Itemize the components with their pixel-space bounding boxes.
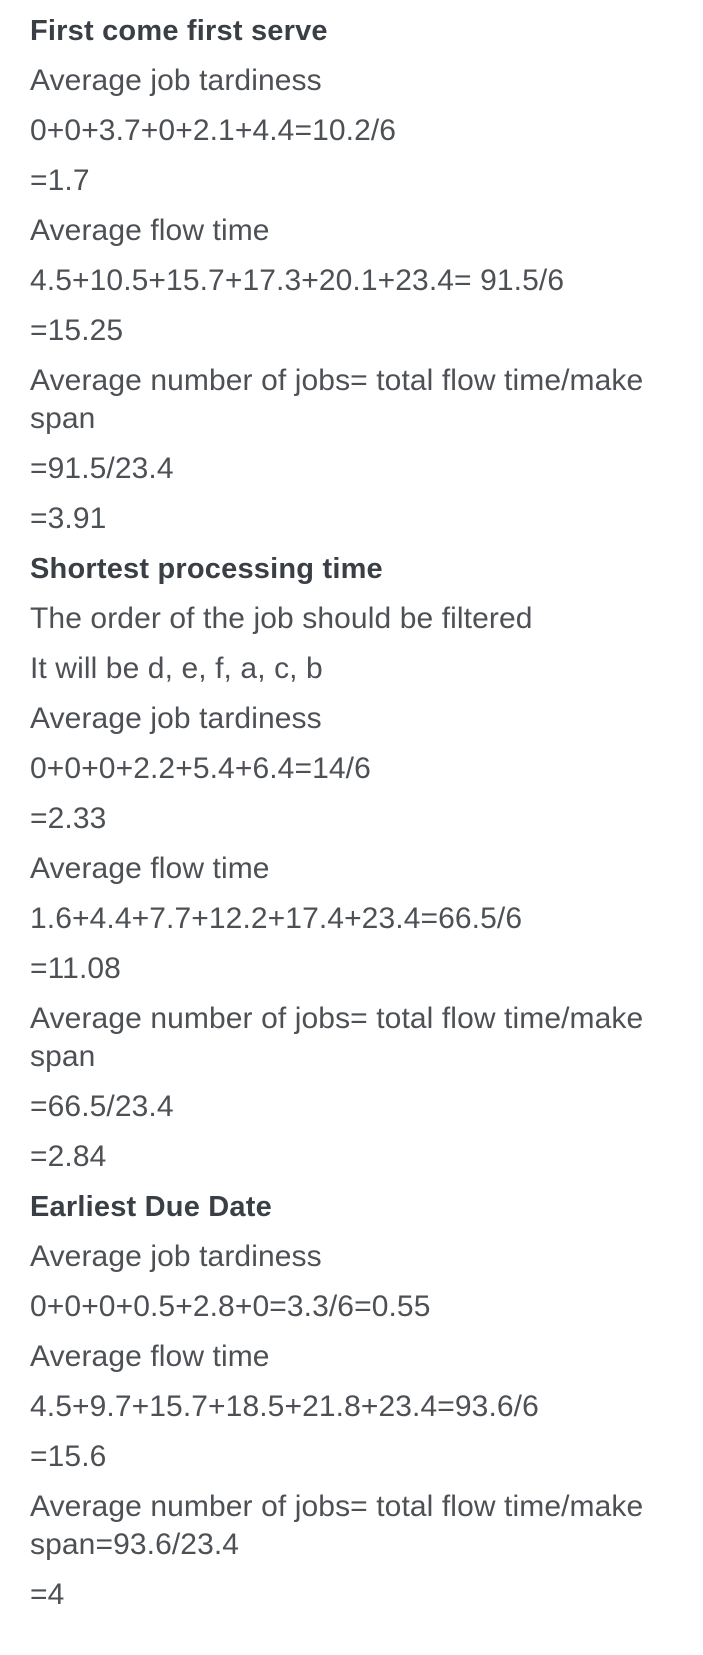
doc-line: =4 <box>30 1578 65 1611</box>
doc-line: Average number of jobs= total flow time/… <box>30 1002 644 1073</box>
doc-line: 1.6+4.4+7.7+12.2+17.4+23.4=66.5/6 <box>30 902 523 935</box>
doc-line: Average job tardiness <box>30 64 322 97</box>
doc-line: Average job tardiness <box>30 702 322 735</box>
doc-line: Average flow time <box>30 214 270 247</box>
doc-line: Average number of jobs= total flow time/… <box>30 364 644 435</box>
doc-line: =15.25 <box>30 314 124 347</box>
doc-line: It will be d, e, f, a, c, b <box>30 652 323 685</box>
doc-line: Average flow time <box>30 1340 270 1373</box>
doc-line: Average number of jobs= total flow time/… <box>30 1490 644 1561</box>
doc-line: 0+0+0+0.5+2.8+0=3.3/6=0.55 <box>30 1290 431 1323</box>
doc-line: =2.33 <box>30 802 107 835</box>
doc-line: =66.5/23.4 <box>30 1090 174 1123</box>
doc-line: =11.08 <box>30 952 121 985</box>
doc-line: Average flow time <box>30 852 270 885</box>
doc-line: =3.91 <box>30 502 107 535</box>
doc-line: 4.5+10.5+15.7+17.3+20.1+23.4= 91.5/6 <box>30 264 565 297</box>
doc-line: =91.5/23.4 <box>30 452 174 485</box>
section-shortest-processing-time: Shortest processing time The order of th… <box>30 550 660 1176</box>
section-heading: Earliest Due Date <box>30 1191 272 1223</box>
doc-line: 4.5+9.7+15.7+18.5+21.8+23.4=93.6/6 <box>30 1390 539 1423</box>
doc-line: Average job tardiness <box>30 1240 322 1273</box>
doc-line: =2.84 <box>30 1140 107 1173</box>
doc-line: The order of the job should be filtered <box>30 602 533 635</box>
section-heading: First come first serve <box>30 15 328 47</box>
section-first-come-first-serve: First come first serve Average job tardi… <box>30 12 660 538</box>
doc-line: 0+0+3.7+0+2.1+4.4=10.2/6 <box>30 114 397 147</box>
doc-line: 0+0+0+2.2+5.4+6.4=14/6 <box>30 752 371 785</box>
section-earliest-due-date: Earliest Due Date Average job tardiness … <box>30 1188 660 1614</box>
doc-line: =15.6 <box>30 1440 107 1473</box>
section-heading: Shortest processing time <box>30 553 383 585</box>
doc-line: =1.7 <box>30 164 90 197</box>
